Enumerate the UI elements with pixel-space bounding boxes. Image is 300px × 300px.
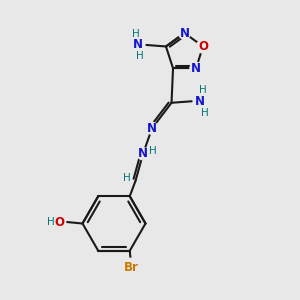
Text: O: O xyxy=(54,215,64,229)
Text: N: N xyxy=(179,26,190,40)
Text: H: H xyxy=(132,28,140,39)
Text: N: N xyxy=(133,38,142,52)
Text: H: H xyxy=(201,108,208,118)
Text: Br: Br xyxy=(124,261,139,274)
Text: O: O xyxy=(198,40,208,53)
Text: H: H xyxy=(136,51,144,62)
Circle shape xyxy=(146,122,158,134)
Circle shape xyxy=(122,258,140,276)
Text: H: H xyxy=(123,173,130,183)
Text: H: H xyxy=(149,146,157,156)
Circle shape xyxy=(196,40,210,53)
Circle shape xyxy=(137,148,149,160)
Circle shape xyxy=(190,62,202,74)
Circle shape xyxy=(178,27,190,39)
Text: N: N xyxy=(195,95,205,108)
Text: N: N xyxy=(191,62,201,75)
Text: N: N xyxy=(138,147,148,160)
Circle shape xyxy=(52,215,66,229)
Text: H: H xyxy=(47,217,55,227)
Text: H: H xyxy=(199,85,206,95)
Text: N: N xyxy=(147,122,157,135)
